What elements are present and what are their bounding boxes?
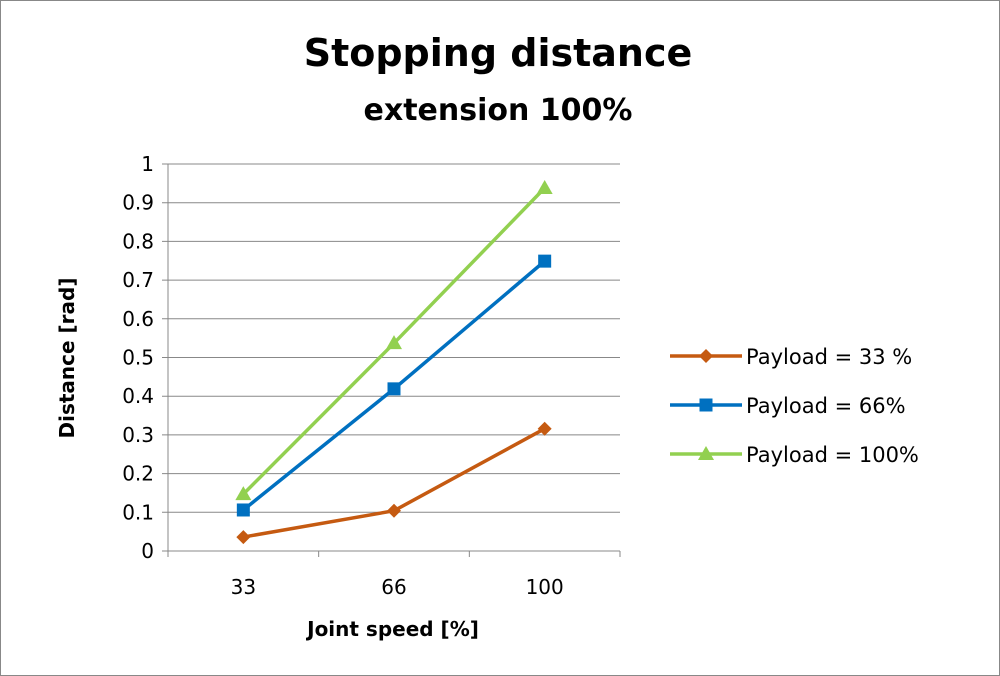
- x-tick-label: 33: [231, 575, 256, 599]
- y-tick-label: 0.5: [122, 346, 154, 370]
- data-point: [386, 335, 402, 350]
- y-tick-label: 0.8: [122, 229, 154, 253]
- chart-subtitle: extension 100%: [364, 93, 633, 128]
- legend-marker: [699, 398, 713, 412]
- y-tick-label: 0.2: [122, 462, 154, 486]
- series-line: [243, 427, 546, 539]
- y-tick-label: 0.9: [122, 191, 154, 215]
- legend-label: Payload = 100%: [746, 443, 919, 467]
- y-axis-label: Distance [rad]: [55, 278, 79, 439]
- chart-title: Stopping distance: [304, 31, 693, 75]
- y-tick-label: 0.1: [122, 500, 154, 524]
- data-point: [387, 382, 401, 396]
- data-point: [236, 503, 250, 517]
- data-point: [536, 179, 553, 194]
- data-point: [537, 421, 552, 436]
- y-tick-label: 0: [141, 539, 154, 563]
- legend-label: Payload = 66%: [746, 394, 906, 418]
- legend-marker: [699, 349, 713, 363]
- legend-label: Payload = 33 %: [746, 345, 912, 369]
- data-point: [387, 503, 401, 518]
- data-point: [236, 530, 251, 545]
- y-tick-label: 0.7: [122, 268, 154, 292]
- x-axis-label: Joint speed [%]: [305, 617, 479, 641]
- y-tick-label: 1: [141, 152, 154, 176]
- x-tick-label: 66: [381, 575, 406, 599]
- data-point: [538, 254, 552, 268]
- x-tick-label: 100: [526, 575, 564, 599]
- y-tick-label: 0.3: [122, 423, 154, 447]
- y-tick-label: 0.4: [122, 384, 154, 408]
- data-point: [235, 486, 252, 501]
- y-tick-label: 0.6: [122, 307, 154, 331]
- legend-marker: [698, 446, 714, 460]
